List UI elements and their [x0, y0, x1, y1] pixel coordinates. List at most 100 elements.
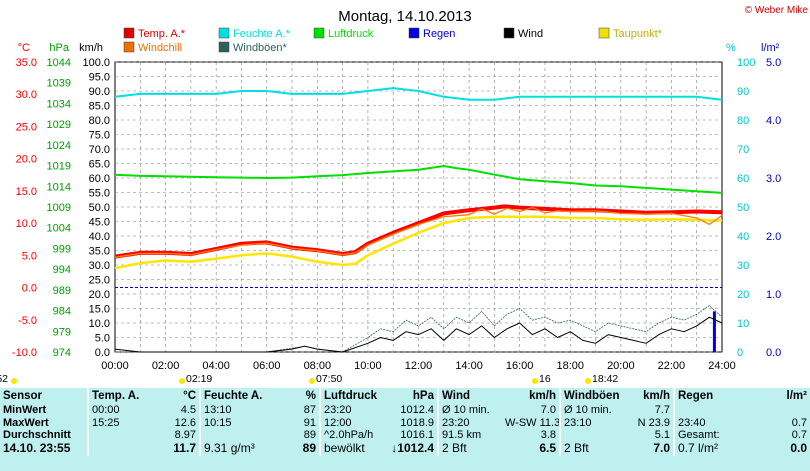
stats-cell: 10:15	[199, 416, 270, 429]
x-tick-label: 18:00	[556, 360, 584, 372]
humidity-axis-unit: %	[726, 42, 736, 54]
legend-label: Feuchte A.*	[233, 28, 291, 40]
wind-tick-label: 10.0	[89, 318, 110, 330]
stats-cell: 2 Bft	[559, 441, 622, 456]
stats-cell	[559, 429, 622, 442]
chart-title: Montag, 14.10.2013	[338, 8, 471, 25]
rain-tick-label: 5.0	[766, 57, 781, 69]
temp-tick-label: 15.0	[16, 186, 37, 198]
stats-cell: Ø 10 min.	[559, 404, 622, 417]
wind-axis-unit: km/h	[79, 42, 103, 54]
legend-label: Taupunkt*	[613, 28, 663, 40]
legend-swatch	[408, 27, 420, 39]
temp-tick-label: 10.0	[16, 218, 37, 230]
wind-tick-label: 90.0	[89, 86, 110, 98]
stats-header-temp-unit: °C	[183, 389, 196, 402]
marker-dot	[11, 378, 17, 384]
wind-tick-label: 75.0	[89, 130, 110, 142]
legend-label: Regen	[423, 28, 455, 40]
stats-header-wind-unit: km/h	[529, 389, 556, 402]
stats-cell: 1018.9	[400, 416, 434, 429]
stats-cell: 7.7	[654, 404, 670, 416]
series-line-windchill	[114, 206, 723, 258]
stats-header-rain-unit: l/m²	[786, 389, 807, 402]
x-tick-label: 12:00	[405, 360, 433, 372]
x-tick-label: 04:00	[202, 360, 230, 372]
stats-row-max: MaxWert 15:25 12.6 10:15 91 12:00 1018.9…	[0, 416, 810, 429]
wind-tick-label: 45.0	[89, 217, 110, 229]
humidity-tick-label: 90	[737, 86, 749, 98]
stats-row-label: MinWert	[3, 404, 47, 416]
humidity-tick-label: 70	[737, 144, 749, 156]
temp-tick-label: 35.0	[16, 57, 37, 69]
stats-cell: 23:40	[673, 416, 744, 429]
stats-header-sensor: Sensor	[3, 389, 42, 402]
marker-label: 07:50	[316, 373, 342, 385]
stats-cell	[673, 404, 744, 417]
stats-cell: 2 Bft	[437, 441, 502, 456]
stats-cell	[744, 404, 810, 417]
legend-swatch	[598, 27, 610, 39]
stats-row-avg: Durchschnitt 8.97 89 ^2.0hPa/h 1016.1 91…	[0, 429, 810, 442]
wind-tick-label: 60.0	[89, 173, 110, 185]
stats-cell: 1012.4	[400, 404, 434, 416]
wind-tick-label: 35.0	[89, 246, 110, 258]
pressure-tick-label: 994	[53, 264, 71, 276]
stats-cell: Ø 10 min.	[437, 404, 502, 417]
stats-row-label: 14.10. 23:55	[3, 441, 71, 456]
humidity-tick-label: 60	[737, 173, 749, 185]
stats-row-label: MaxWert	[3, 416, 49, 429]
marker-dot	[179, 378, 185, 384]
x-tick-label: 14:00	[455, 360, 483, 372]
humidity-tick-label: 40	[737, 231, 749, 243]
marker-label: 02:19	[186, 373, 212, 385]
stats-cell: 12:00	[319, 416, 388, 429]
stats-cell: W-SW 11.3	[505, 416, 560, 429]
stats-cell: 23:20	[437, 416, 502, 429]
temp-tick-label: -10.0	[12, 347, 37, 359]
pressure-tick-label: 984	[53, 306, 71, 318]
series-line-tempa	[114, 204, 723, 259]
legend-swatch	[218, 27, 230, 39]
marker-dot	[585, 378, 591, 384]
wind-tick-label: 5.0	[95, 333, 110, 345]
wind-tick-label: 20.0	[89, 289, 110, 301]
rain-tick-label: 3.0	[766, 173, 781, 185]
marker-label: 16	[539, 373, 551, 385]
stats-header-press: Luftdruck	[319, 388, 388, 404]
series-line-windben	[115, 305, 723, 353]
stats-cell: N 23.9	[637, 416, 670, 429]
temp-tick-label: 20.0	[16, 154, 37, 166]
legend-label: Luftdruck	[328, 28, 374, 40]
rain-tick-label: 0.0	[766, 347, 781, 359]
wind-tick-label: 40.0	[89, 231, 110, 243]
pressure-tick-label: 1044	[47, 57, 71, 69]
wind-tick-label: 25.0	[89, 275, 110, 287]
rain-tick-label: 4.0	[766, 115, 781, 127]
pressure-tick-label: 1004	[47, 223, 71, 235]
stats-cell: 7.0	[653, 441, 670, 456]
legend-label: Windböen*	[233, 42, 288, 54]
x-tick-label: 00:00	[101, 360, 129, 372]
marker-label: 18:42	[592, 373, 618, 385]
wind-tick-label: 0.0	[95, 347, 110, 359]
credit-label: © Weber Mike	[745, 5, 809, 16]
pressure-tick-label: 999	[53, 243, 71, 255]
stats-cell: 11.7	[173, 441, 196, 456]
legend-swatch	[503, 27, 515, 39]
stats-cell: 7.0	[540, 404, 556, 416]
humidity-tick-label: 20	[737, 289, 749, 301]
rain-bar	[712, 311, 716, 352]
pressure-tick-label: 974	[53, 347, 71, 359]
stats-cell: 3.8	[540, 429, 556, 441]
stats-cell: 5.1	[654, 429, 670, 441]
temp-tick-label: 30.0	[16, 89, 37, 101]
temp-tick-label: 25.0	[16, 121, 37, 133]
stats-cell: ↓1012.4	[391, 441, 434, 456]
stats-cell: 0.7 l/m²	[673, 441, 744, 456]
stats-header-hum: Feuchte A.	[199, 388, 270, 404]
humidity-tick-label: 0	[737, 347, 743, 359]
series-line-luftdruck	[114, 165, 723, 194]
x-tick-label: 20:00	[607, 360, 635, 372]
x-tick-label: 10:00	[354, 360, 382, 372]
